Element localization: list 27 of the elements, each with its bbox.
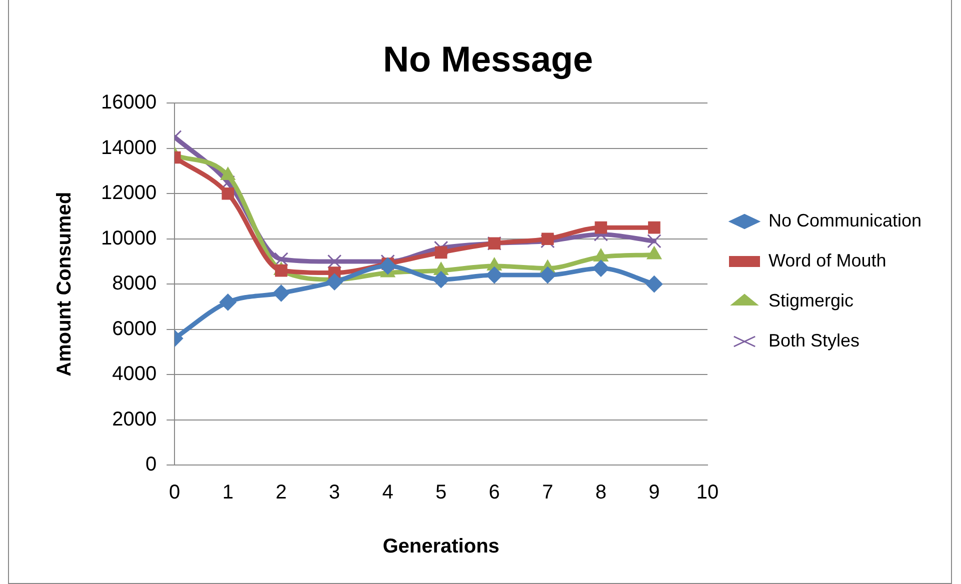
x-tick-label: 8: [595, 482, 606, 504]
y-tick-label: 16000: [100, 92, 157, 114]
x-tick-label: 3: [328, 482, 340, 504]
chart-title: No Message: [382, 38, 594, 80]
legend-label: Word of Mouth: [768, 250, 886, 270]
x-tick-label: 0: [169, 482, 180, 504]
x-tick-label: 6: [488, 482, 500, 504]
x-tick-label: 9: [648, 482, 660, 504]
y-tick-label: 2000: [112, 408, 157, 430]
y-axis-title: Amount Consumed: [54, 192, 76, 376]
y-tick-label: 0: [145, 454, 157, 476]
legend-label: Stigmergic: [768, 290, 854, 310]
x-axis-title: Generations: [382, 536, 500, 558]
x-tick-label: 2: [276, 482, 287, 504]
y-tick-label: 6000: [112, 318, 157, 340]
y-tick-label: 4000: [112, 363, 157, 386]
x-tick-label: 4: [382, 482, 394, 504]
x-tick-label: 5: [435, 482, 447, 504]
y-tick-label: 8000: [112, 272, 157, 295]
x-tick-label: 7: [542, 482, 554, 504]
x-tick-label: 1: [222, 482, 234, 504]
y-tick-label: 10000: [100, 227, 157, 250]
y-tick-label: 14000: [100, 136, 157, 159]
legend-label: No Communication: [768, 210, 922, 230]
y-tick-label: 12000: [100, 182, 157, 204]
x-tick-label: 10: [696, 482, 719, 504]
legend-label: Both Styles: [768, 330, 860, 350]
